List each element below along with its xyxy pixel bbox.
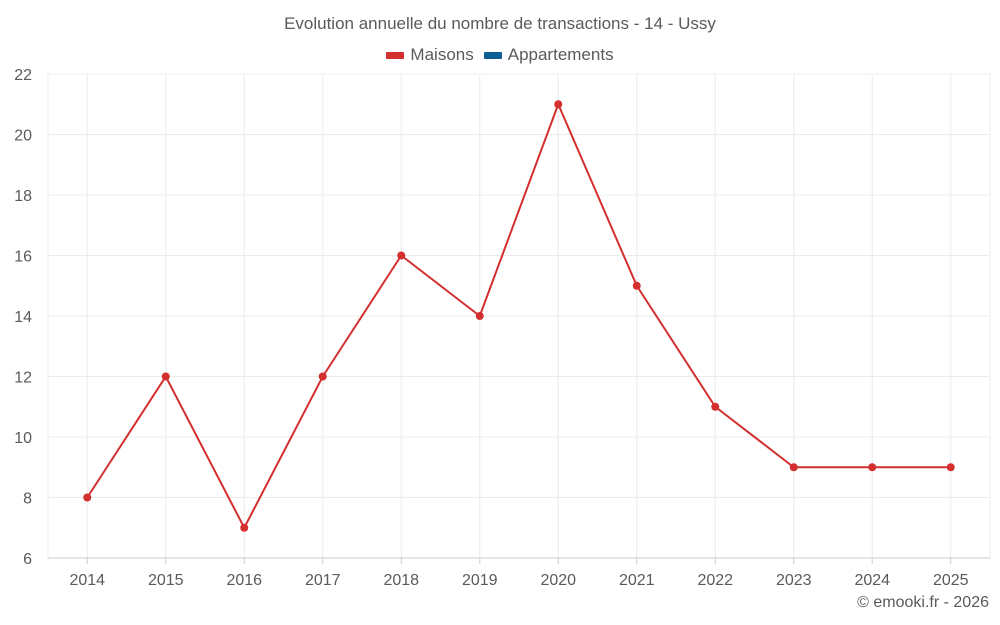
x-tick-label: 2015	[148, 572, 184, 589]
x-tick-label: 2017	[305, 572, 341, 589]
chart-legend: Maisons Appartements	[0, 45, 1000, 65]
data-point	[632, 281, 641, 290]
chart-title: Evolution annuelle du nombre de transact…	[284, 14, 716, 33]
legend-label-maisons: Maisons	[410, 45, 474, 64]
y-tick-label: 14	[14, 309, 32, 326]
data-point	[161, 372, 170, 381]
data-point	[475, 312, 484, 320]
y-tick-label: 20	[14, 128, 32, 145]
data-point	[397, 251, 406, 260]
data-point	[946, 463, 955, 472]
y-tick-label: 22	[14, 67, 32, 84]
legend-label-appartements: Appartements	[507, 45, 614, 64]
series-line-maisons	[86, 103, 951, 529]
legend-item-appartements[interactable]: Appartements	[483, 45, 614, 65]
data-point	[318, 372, 327, 381]
y-tick-label: 16	[14, 249, 32, 266]
y-tick-label: 12	[14, 370, 32, 387]
y-tick-label: 10	[14, 430, 32, 447]
y-tick-label: 6	[23, 551, 32, 568]
data-point	[240, 523, 249, 532]
x-tick-label: 2018	[383, 572, 419, 589]
data-point	[554, 100, 563, 109]
x-tick-label: 2014	[69, 572, 105, 589]
grid-layer	[47, 73, 991, 558]
x-tick-label: 2024	[854, 572, 890, 589]
x-tick-label: 2020	[540, 572, 576, 589]
x-tick-label: 2019	[462, 572, 498, 589]
x-tick-label: 2023	[776, 572, 812, 589]
data-point	[789, 463, 798, 472]
series-layer	[83, 100, 955, 532]
x-tick-label: 2016	[226, 572, 262, 589]
legend-item-maisons[interactable]: Maisons	[386, 45, 474, 65]
y-tick-label: 18	[14, 188, 32, 205]
data-point	[868, 463, 877, 472]
legend-swatch-appartements	[483, 51, 502, 59]
x-tick-label: 2022	[697, 572, 733, 589]
x-tick-label: 2021	[619, 572, 655, 589]
data-point	[711, 402, 720, 411]
x-tick-label: 2025	[933, 572, 969, 589]
data-point	[83, 493, 92, 502]
y-tick-label: 8	[23, 491, 32, 508]
credit-text: © emooki.fr - 2026	[857, 594, 989, 611]
legend-swatch-maisons	[386, 51, 405, 59]
